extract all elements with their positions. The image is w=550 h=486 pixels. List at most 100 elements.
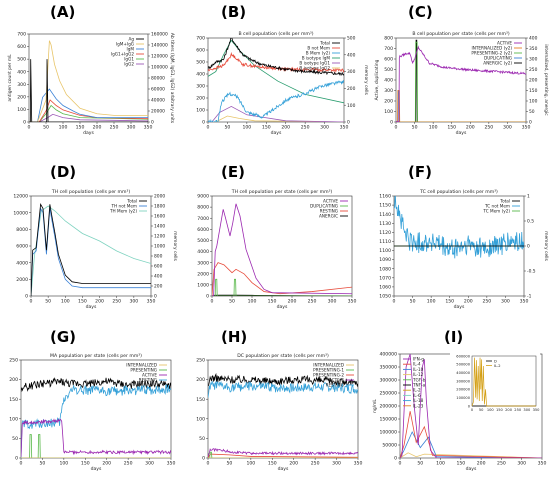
x-tick-label: 350 [167,461,176,467]
y-axis-label: antigen count per mL [7,54,13,102]
y-tick-label: 2000 [16,277,28,283]
y2-tick-label: 0 [529,120,532,126]
panel-label-a: (A) [50,3,76,21]
inset-x-tick-label: 200 [505,408,513,412]
series-group [208,38,344,122]
legend-label: ANERGIC (y2) [483,61,512,66]
x-tick-label: 100 [246,461,255,467]
legend-label: RESTING [320,209,338,214]
y-tick-label: 50 [12,436,18,442]
series-line-active [208,447,358,458]
series-line-igg2 [29,113,148,122]
series-line-b-isotype-igg2 [208,115,344,122]
panel-label-b: (B) [221,3,247,21]
x-tick-label: 300 [501,299,510,305]
y2-tick-label: 500 [347,36,356,42]
x-tick-label: 250 [301,125,310,131]
legend-label: DUPLICATING [310,204,338,209]
x-tick-label: 350 [520,299,529,305]
legend-label: Total [126,199,137,204]
y-tick-label: 300 [384,88,393,94]
y2-tick-label: 150 [529,88,538,94]
y2-tick-label: 0.5 [527,219,534,225]
y2-axis-label: Ab titers (IgM, IgG1, IgG2) arbitrary un… [169,33,175,124]
y2-tick-label: 600 [154,264,163,270]
series-line-b-mem-y2- [208,79,344,122]
x-tick-label: 200 [93,125,102,131]
legend-label: IL-2 [413,388,421,393]
y2-axis-label: memory cells [543,231,549,261]
x-tick-label: 150 [76,125,85,131]
chart-title: B cell population (cells per mm³) [238,31,313,37]
y2-tick-label: 200 [154,284,163,290]
x-tick-label: 150 [78,299,87,305]
y2-tick-label: 100000 [151,65,168,71]
series-line-resting [212,262,352,296]
chart-f: TC cell population (cells per mm³)0 50 100… [379,189,549,310]
series-line-active [396,45,526,122]
inset-y-tick-label: 600000 [456,354,470,358]
series-line-b-isotype-igg1 [208,105,344,122]
y-tick-label: 1130 [379,221,391,227]
legend-label: PRESENTING-1 [313,368,344,373]
y-tick-label: 600 [384,57,393,63]
y-tick-label: 1100 [379,248,391,254]
series-line-il-4 [400,411,542,458]
x-tick-label: 200 [289,461,298,467]
series-line-internalized-y2- [396,90,526,122]
chart-title: TC cell population (cells per mm³) [419,189,498,195]
legend-label: TNF-a [412,383,426,388]
inset-x-tick-label: 50 [479,408,484,412]
series-group [31,203,151,296]
x-tick-label: 50 [224,125,230,131]
y-tick-label: 8000 [16,227,28,233]
chart-title: TH cell population per state (cells per … [231,189,333,195]
series-line-il-12 [400,452,542,458]
y-tick-label: 700 [384,46,393,52]
y2-tick-label: 1200 [154,234,165,240]
inset-legend-label: D [494,359,497,363]
x-tick-label: 0 [399,461,402,467]
y2-tick-label: 2000 [154,194,165,200]
x-tick-label: 300 [517,461,526,467]
y-tick-label: 1150 [379,203,391,209]
series-line-resting [208,380,358,398]
panel-label-g: (G) [50,328,77,346]
inset-x-tick-label: 0 [471,408,474,412]
legend-label: TH not Mem [111,204,138,209]
y-tick-label: 3000 [197,260,209,266]
legend-label: IgG1+IgG2 [111,52,134,57]
legend-label: IL-10 [413,367,424,372]
chart-title: TH cell population (cells per mm³) [51,189,130,195]
y2-tick-label: 200 [529,78,538,84]
x-axis-label: days [277,304,288,310]
chart-a: 0 50 100 150 200 250 300 350 days 0 100 200 300 400 50… [7,32,175,136]
x-tick-label: 150 [268,461,277,467]
y-tick-label: 0 [390,120,393,126]
x-tick-label: 300 [332,461,341,467]
x-tick-label: 100 [242,125,251,131]
series-line-presenting [21,434,171,458]
y-tick-label: 150000 [379,417,397,423]
x-tick-label: 350 [147,299,156,305]
legend-label: TC not Mem [484,204,510,209]
y-tick-label: 200 [9,377,18,383]
y-tick-label: 150 [196,397,205,403]
y2-tick-label: 400 [347,52,356,58]
legend-label: ACTIVE [329,378,344,383]
chart-g: MA population per state (cells per mm³) 0… [9,353,176,472]
x-tick-label: 50 [417,461,423,467]
series-line-igm [29,88,148,122]
y-tick-label: 4000 [16,260,28,266]
y-tick-label: 2000 [197,271,209,277]
x-tick-label: 250 [311,461,320,467]
y-tick-label: 400 [196,72,205,78]
y-tick-label: 6000 [197,227,209,233]
y-tick-label: 200 [196,377,205,383]
y-tick-label: 50000 [382,443,397,449]
x-tick-label: 350 [522,125,531,131]
y2-tick-label: 50 [529,109,535,115]
y2-tick-label: 0 [151,120,154,126]
series-group [21,377,171,458]
x-tick-label: 300 [320,125,329,131]
